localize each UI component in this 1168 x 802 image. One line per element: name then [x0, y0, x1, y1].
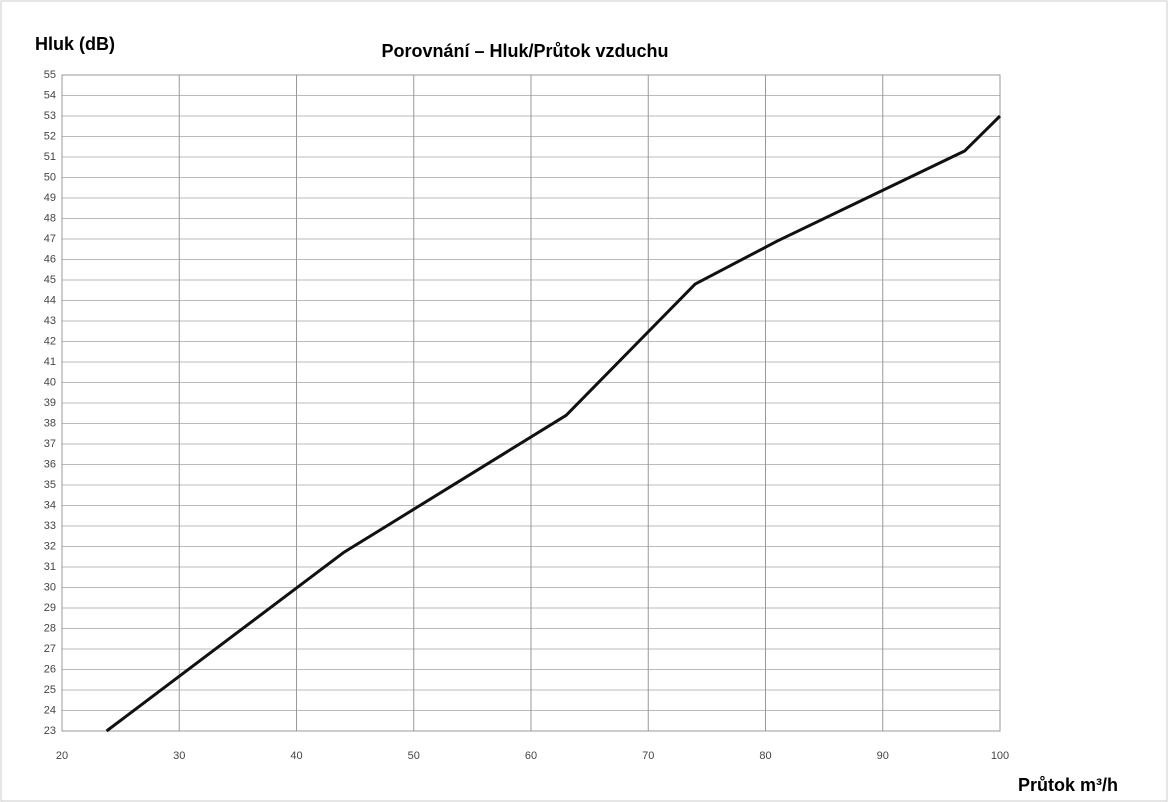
y-tick-label: 49: [44, 192, 56, 204]
y-tick-label: 23: [44, 725, 56, 737]
y-tick-label: 24: [44, 704, 56, 716]
y-tick-label: 43: [44, 315, 56, 327]
y-tick-label: 38: [44, 417, 56, 429]
y-tick-label: 42: [44, 335, 56, 347]
y-tick-label: 45: [44, 274, 56, 286]
x-tick-label: 80: [759, 750, 771, 762]
x-tick-label: 60: [525, 750, 537, 762]
chart-title: Porovnání – Hluk/Průtok vzduchu: [381, 41, 668, 61]
y-tick-label: 41: [44, 356, 56, 368]
y-tick-label: 30: [44, 581, 56, 593]
data-line: [105, 114, 1002, 733]
x-tick-label: 20: [56, 750, 68, 762]
y-tick-label: 26: [44, 663, 56, 675]
y-tick-label: 55: [44, 69, 56, 81]
y-tick-label: 54: [44, 89, 56, 101]
y-tick-label: 40: [44, 376, 56, 388]
y-tick-label: 52: [44, 130, 56, 142]
y-tick-label: 35: [44, 479, 56, 491]
y-tick-label: 53: [44, 110, 56, 122]
y-tick-label: 25: [44, 684, 56, 696]
y-tick-label: 37: [44, 438, 56, 450]
x-tick-label: 40: [290, 750, 302, 762]
x-tick-label: 90: [877, 750, 889, 762]
y-tick-label: 32: [44, 540, 56, 552]
y-tick-label: 44: [44, 294, 56, 306]
x-tick-label: 70: [642, 750, 654, 762]
x-tick-label: 100: [991, 750, 1009, 762]
y-tick-label: 50: [44, 171, 56, 183]
y-tick-label: 46: [44, 253, 56, 265]
y-tick-label: 33: [44, 520, 56, 532]
y-tick-label: 29: [44, 602, 56, 614]
y-tick-label: 31: [44, 561, 56, 573]
y-tick-label: 27: [44, 643, 56, 655]
x-tick-label: 30: [173, 750, 185, 762]
y-tick-label: 36: [44, 458, 56, 470]
y-tick-label: 28: [44, 622, 56, 634]
y-axis-label: Hluk (dB): [35, 34, 115, 54]
y-tick-label: 51: [44, 151, 56, 163]
y-tick-label: 39: [44, 397, 56, 409]
x-tick-label: 50: [408, 750, 420, 762]
y-tick-label: 47: [44, 233, 56, 245]
plot-border: [61, 74, 1001, 732]
y-tick-label: 48: [44, 212, 56, 224]
y-tick-label: 34: [44, 499, 56, 511]
x-axis-label: Průtok m³/h: [1018, 775, 1118, 795]
